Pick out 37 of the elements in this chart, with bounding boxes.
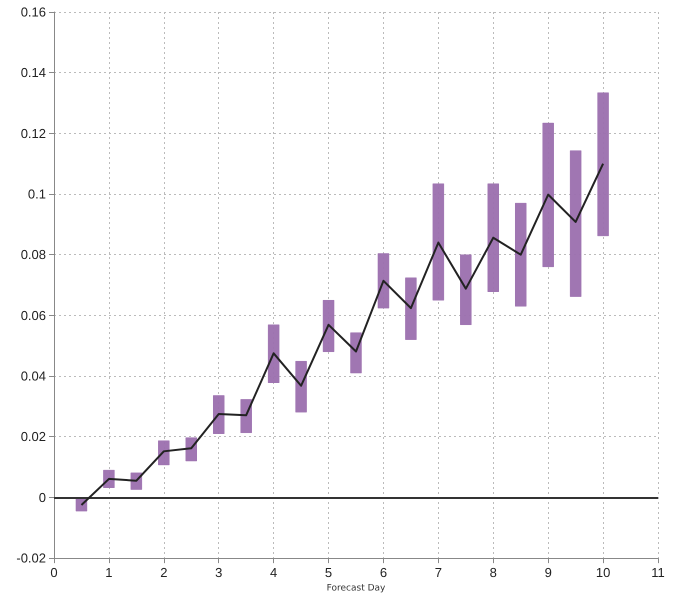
x-tick-label: 11 <box>651 565 665 580</box>
bar <box>405 278 417 340</box>
x-tick-label: 2 <box>160 565 168 580</box>
y-tick-label: 0.16 <box>20 4 46 20</box>
bar <box>514 202 526 307</box>
bar <box>268 324 280 383</box>
bar <box>432 183 444 300</box>
x-tick-label: 5 <box>324 565 332 580</box>
x-axis-title: Forecast Day <box>326 584 386 594</box>
x-tick-label: 10 <box>596 565 610 580</box>
y-tick-label: 0.04 <box>20 368 46 384</box>
bar <box>542 122 554 268</box>
bar <box>378 253 390 308</box>
y-tick-label: 0.02 <box>20 429 46 444</box>
bar <box>460 254 472 326</box>
x-tick-label: 6 <box>380 565 388 580</box>
x-tick-label: 0 <box>50 565 58 580</box>
y-tick-label: 0.08 <box>20 247 46 262</box>
bar <box>488 183 500 292</box>
y-tick-label: 0.1 <box>28 186 46 202</box>
y-tick-label: 0 <box>38 490 46 505</box>
bar <box>322 300 334 352</box>
x-tick-label: 3 <box>215 565 222 580</box>
bar <box>212 395 224 434</box>
x-tick-label: 9 <box>544 565 552 580</box>
x-tick-label: 8 <box>490 565 497 580</box>
y-tick-label: 0.12 <box>20 126 46 141</box>
bar <box>295 360 307 412</box>
y-tick-label: 0.14 <box>20 65 46 80</box>
x-tick-label: 1 <box>105 565 113 580</box>
x-tick-label: 7 <box>434 565 442 580</box>
x-tick-label: 4 <box>270 565 278 580</box>
bar <box>597 92 609 236</box>
bar <box>570 150 582 297</box>
y-tick-label: -0.02 <box>16 550 46 566</box>
y-tick-label: 0.06 <box>20 308 46 323</box>
line-series <box>80 162 604 506</box>
